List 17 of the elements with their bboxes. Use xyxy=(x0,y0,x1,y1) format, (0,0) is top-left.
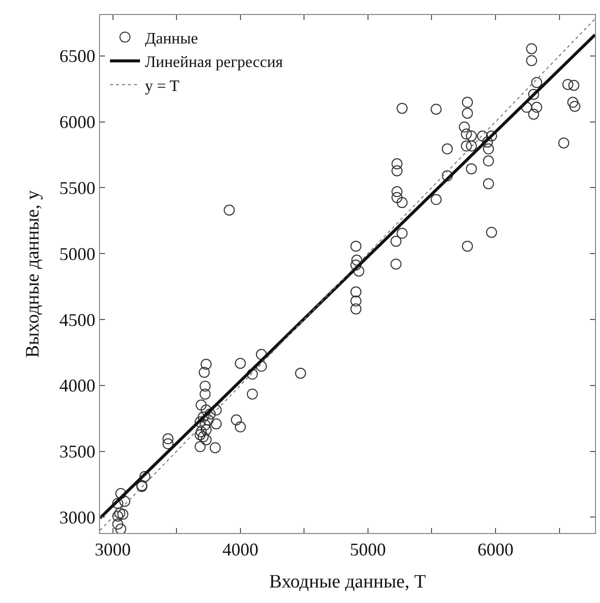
y-tick-label: 5000 xyxy=(59,244,96,264)
x-tick-label: 6000 xyxy=(477,540,514,560)
legend-label: y = T xyxy=(144,78,180,95)
y-axis-title: Выходные данные, y xyxy=(22,190,44,358)
x-tick-label: 3000 xyxy=(94,540,131,560)
x-tick-label: 5000 xyxy=(350,540,386,560)
y-tick-label: 4000 xyxy=(59,376,96,396)
y-tick-label: 6500 xyxy=(59,46,96,66)
y-tick-label: 3000 xyxy=(59,507,96,528)
y-tick-label: 4500 xyxy=(59,310,96,330)
legend-label: Данные xyxy=(144,30,198,48)
x-axis-title: Входные данные, T xyxy=(269,571,426,592)
legend-label: Линейная регрессия xyxy=(144,54,284,72)
y-tick-label: 6000 xyxy=(59,112,96,132)
y-tick-label: 5500 xyxy=(59,178,96,198)
x-tick-label: 4000 xyxy=(222,540,258,560)
y-tick-label: 3500 xyxy=(59,442,96,462)
